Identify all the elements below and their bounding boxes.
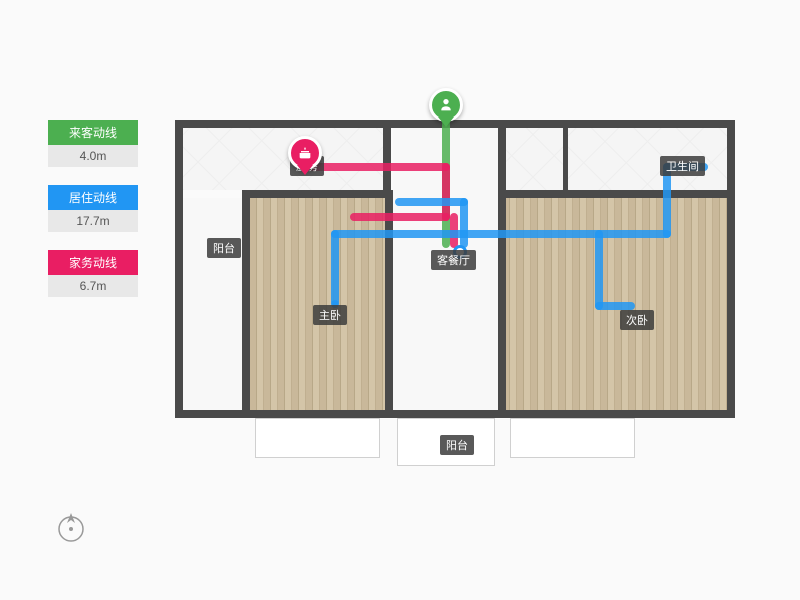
legend-value-living: 17.7m xyxy=(48,210,138,232)
legend-panel: 来客动线 4.0m 居住动线 17.7m 家务动线 6.7m xyxy=(48,120,138,315)
path-living-seg8 xyxy=(595,230,603,310)
path-living-seg2 xyxy=(331,230,339,306)
pot-icon xyxy=(297,145,313,161)
wall-bottom xyxy=(175,410,735,418)
wall-int2 xyxy=(245,190,393,198)
legend-value-visitor: 4.0m xyxy=(48,145,138,167)
label-balcony2: 阳台 xyxy=(440,435,474,455)
balcony-block-1 xyxy=(255,418,380,458)
wall-top xyxy=(175,120,735,128)
legend-item-housework: 家务动线 6.7m xyxy=(48,250,138,297)
path-living-seg9 xyxy=(595,302,635,310)
legend-label-visitor: 来客动线 xyxy=(48,120,138,145)
wall-right xyxy=(727,120,735,418)
label-bathroom: 卫生间 xyxy=(660,156,705,176)
label-living-dining: 客餐厅 xyxy=(431,250,476,270)
wall-int7 xyxy=(563,128,568,190)
path-housework-seg3 xyxy=(350,213,450,221)
label-master-bedroom: 主卧 xyxy=(313,305,347,325)
legend-label-housework: 家务动线 xyxy=(48,250,138,275)
path-living-seg3 xyxy=(331,230,671,238)
room-upper-mid xyxy=(503,128,563,190)
wall-int1 xyxy=(383,128,391,190)
wall-int6 xyxy=(498,190,727,198)
wall-int5 xyxy=(498,128,506,410)
legend-item-living: 居住动线 17.7m xyxy=(48,185,138,232)
wall-int4 xyxy=(385,190,393,410)
person-icon xyxy=(438,97,454,113)
label-second-bedroom: 次卧 xyxy=(620,310,654,330)
compass-icon xyxy=(55,505,87,550)
path-living-seg7 xyxy=(395,198,468,206)
room-balcony1 xyxy=(183,198,245,410)
wall-int3 xyxy=(242,190,250,410)
marker-kitchen xyxy=(288,136,322,170)
floorplan: 厨房 阳台 主卧 客餐厅 卫生间 次卧 阳台 xyxy=(175,90,735,470)
label-balcony1: 阳台 xyxy=(207,238,241,258)
balcony-block-3 xyxy=(510,418,635,458)
marker-entrance xyxy=(429,88,463,122)
legend-item-visitor: 来客动线 4.0m xyxy=(48,120,138,167)
room-kitchen xyxy=(183,128,383,190)
wall-left xyxy=(175,120,183,418)
path-housework-seg1 xyxy=(305,163,450,171)
legend-label-living: 居住动线 xyxy=(48,185,138,210)
legend-value-housework: 6.7m xyxy=(48,275,138,297)
